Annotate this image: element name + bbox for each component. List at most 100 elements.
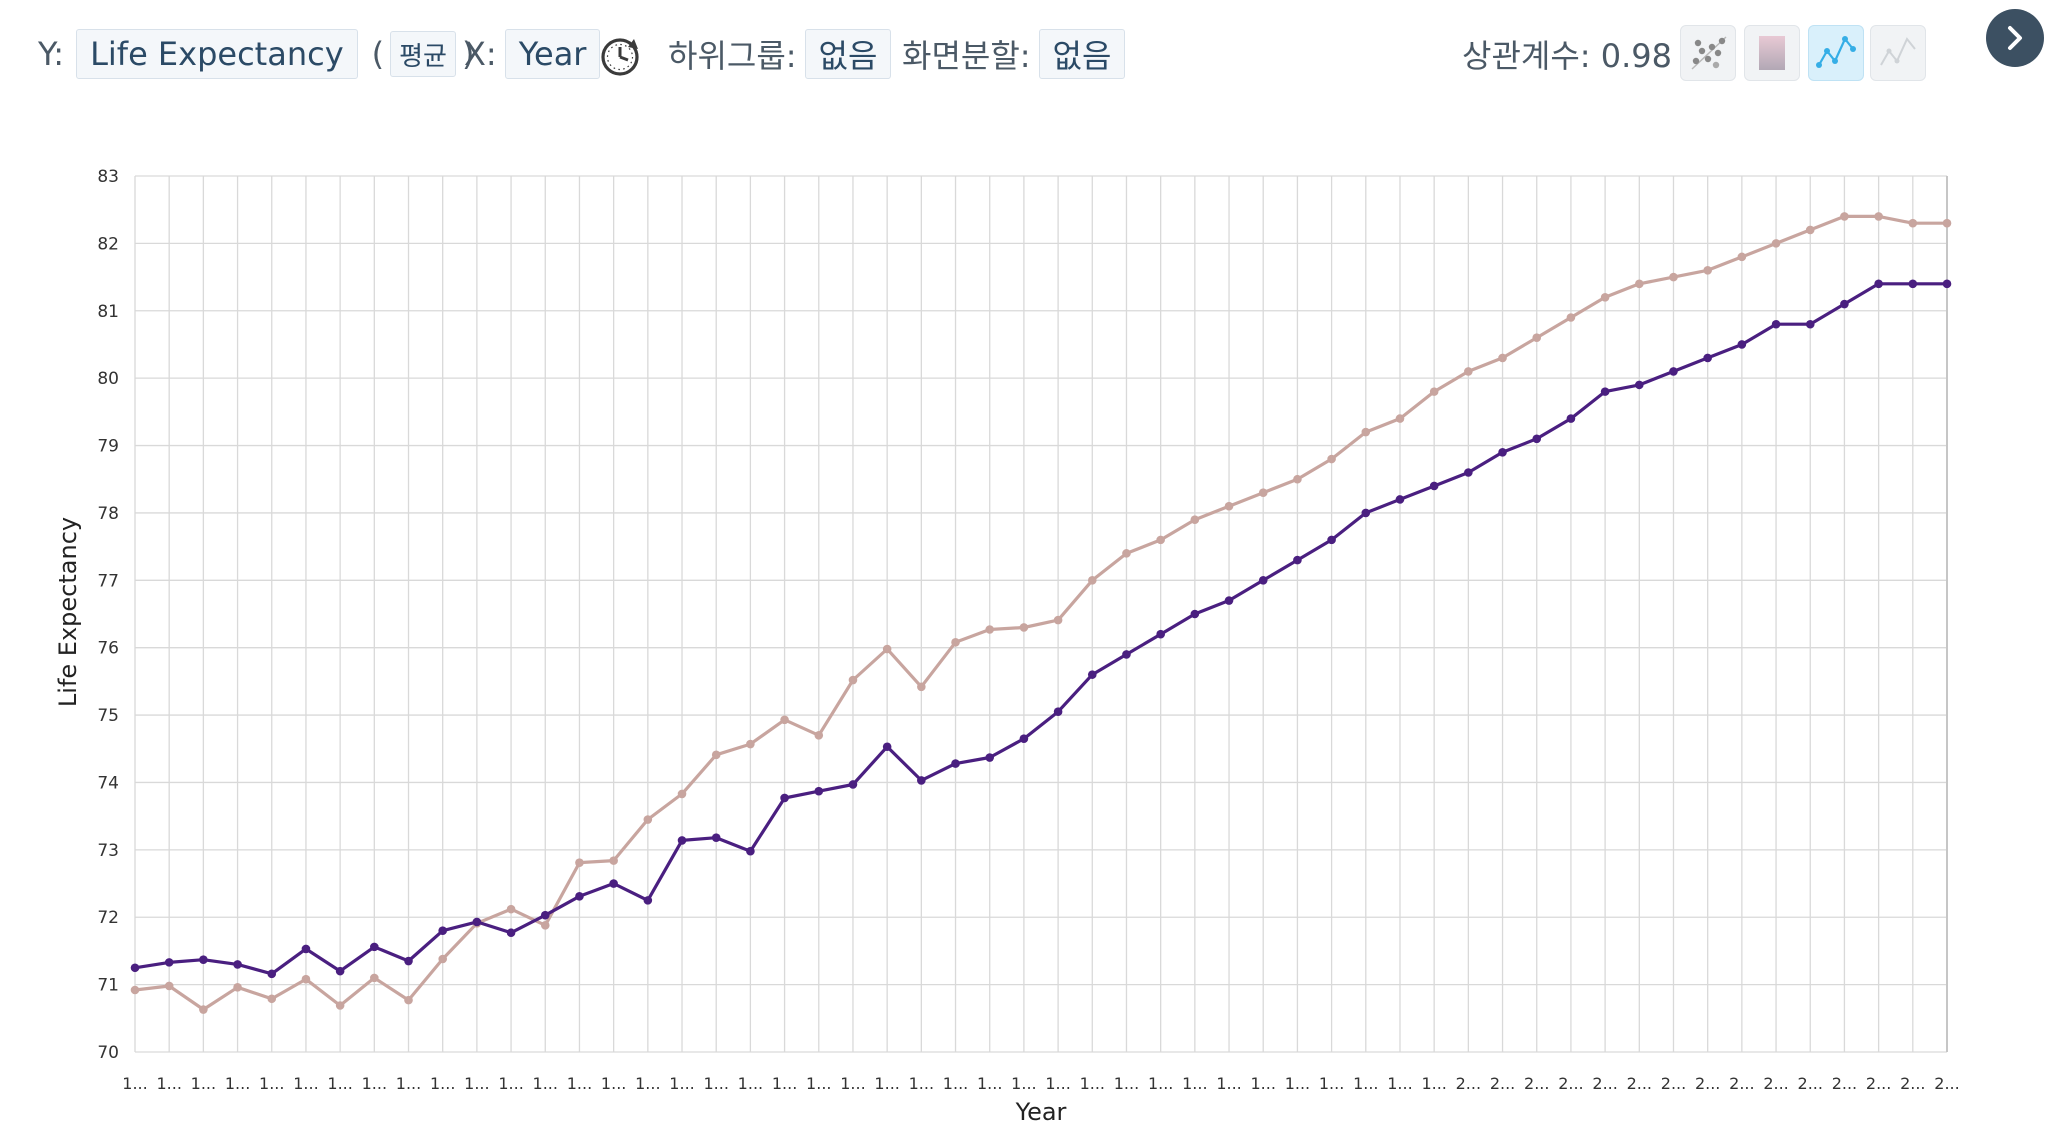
data-point[interactable] <box>404 995 413 1005</box>
data-point[interactable] <box>1053 615 1063 625</box>
data-point[interactable] <box>267 969 277 979</box>
data-point[interactable] <box>506 904 516 914</box>
data-point[interactable] <box>1190 609 1200 619</box>
data-point[interactable] <box>1737 340 1747 349</box>
data-point[interactable] <box>1669 272 1678 282</box>
data-point[interactable] <box>335 966 345 976</box>
data-point[interactable] <box>1771 239 1781 248</box>
data-point[interactable] <box>814 786 824 796</box>
data-point[interactable] <box>643 896 653 905</box>
data-point[interactable] <box>1942 279 1952 289</box>
data-point[interactable] <box>1840 212 1849 221</box>
data-point[interactable] <box>1942 218 1952 228</box>
data-point[interactable] <box>1669 367 1678 376</box>
data-point[interactable] <box>1532 434 1542 444</box>
data-point[interactable] <box>267 994 277 1004</box>
data-point[interactable] <box>1361 427 1371 437</box>
data-point[interactable] <box>1327 454 1336 464</box>
data-point[interactable] <box>540 910 550 920</box>
data-point[interactable] <box>609 879 618 888</box>
data-point[interactable] <box>1361 508 1371 518</box>
data-point[interactable] <box>1053 707 1063 717</box>
x-variable-dropdown[interactable]: Year <box>504 29 601 79</box>
data-point[interactable] <box>951 638 960 647</box>
data-point[interactable] <box>1087 576 1097 585</box>
data-point[interactable] <box>677 836 687 845</box>
split-dropdown[interactable]: 없음 <box>1038 29 1126 79</box>
data-point[interactable] <box>917 776 926 785</box>
data-point[interactable] <box>130 985 140 995</box>
data-point[interactable] <box>1258 488 1268 498</box>
data-point[interactable] <box>1122 549 1131 558</box>
data-point[interactable] <box>404 956 413 966</box>
data-point[interactable] <box>1566 313 1576 322</box>
data-point[interactable] <box>848 780 858 789</box>
data-point[interactable] <box>1087 670 1097 679</box>
data-point[interactable] <box>1771 319 1781 329</box>
data-point[interactable] <box>1327 535 1336 545</box>
data-point[interactable] <box>917 682 926 692</box>
data-point[interactable] <box>1122 650 1131 659</box>
data-point[interactable] <box>1019 623 1029 632</box>
data-point[interactable] <box>1600 292 1610 302</box>
data-point[interactable] <box>575 892 584 901</box>
data-point[interactable] <box>711 750 721 760</box>
data-point[interactable] <box>985 625 995 634</box>
data-point[interactable] <box>711 833 721 843</box>
data-point[interactable] <box>1190 515 1200 524</box>
data-point[interactable] <box>746 846 755 856</box>
data-point[interactable] <box>1908 218 1918 228</box>
line-point-view-button[interactable] <box>1808 25 1864 81</box>
data-point[interactable] <box>1805 225 1815 235</box>
data-point[interactable] <box>233 960 242 969</box>
data-point[interactable] <box>335 1001 345 1010</box>
data-point[interactable] <box>1464 367 1473 376</box>
data-point[interactable] <box>438 954 447 964</box>
data-point[interactable] <box>1224 596 1234 605</box>
data-point[interactable] <box>472 917 482 927</box>
data-point[interactable] <box>1019 734 1029 743</box>
data-point[interactable] <box>643 815 653 824</box>
data-point[interactable] <box>1635 279 1644 289</box>
data-point[interactable] <box>370 973 379 983</box>
data-point[interactable] <box>1293 474 1302 484</box>
heatmap-view-button[interactable] <box>1744 25 1800 81</box>
data-point[interactable] <box>164 981 174 991</box>
data-point[interactable] <box>370 942 379 952</box>
data-point[interactable] <box>1874 212 1883 221</box>
data-point[interactable] <box>1429 481 1439 491</box>
data-point[interactable] <box>1258 576 1268 585</box>
data-point[interactable] <box>1156 535 1165 545</box>
data-point[interactable] <box>199 955 208 964</box>
data-point[interactable] <box>1395 414 1405 423</box>
data-point[interactable] <box>882 742 892 752</box>
data-point[interactable] <box>1703 353 1712 363</box>
data-point[interactable] <box>130 963 140 973</box>
data-point[interactable] <box>1737 252 1747 262</box>
data-point[interactable] <box>1600 387 1610 396</box>
data-point[interactable] <box>540 921 550 930</box>
y-variable-dropdown[interactable]: Life Expectancy <box>76 29 358 79</box>
data-point[interactable] <box>609 856 618 865</box>
data-point[interactable] <box>1840 299 1849 309</box>
aggregate-dropdown[interactable]: 평균 <box>390 31 456 77</box>
data-point[interactable] <box>951 759 960 768</box>
data-point[interactable] <box>575 858 584 867</box>
data-point[interactable] <box>1395 495 1405 504</box>
data-point[interactable] <box>1498 353 1507 363</box>
data-point[interactable] <box>301 974 311 984</box>
data-point[interactable] <box>1805 319 1815 329</box>
data-point[interactable] <box>780 793 789 803</box>
subgroup-dropdown[interactable]: 없음 <box>804 29 892 79</box>
data-point[interactable] <box>882 644 892 654</box>
scatter-view-button[interactable] <box>1680 25 1736 81</box>
data-point[interactable] <box>1874 279 1883 289</box>
data-point[interactable] <box>506 928 516 938</box>
line-view-button[interactable] <box>1870 25 1926 81</box>
data-point[interactable] <box>1429 387 1439 396</box>
data-point[interactable] <box>1908 279 1918 289</box>
data-point[interactable] <box>746 739 755 749</box>
data-point[interactable] <box>438 926 447 936</box>
data-point[interactable] <box>199 1005 208 1014</box>
data-point[interactable] <box>301 944 311 954</box>
